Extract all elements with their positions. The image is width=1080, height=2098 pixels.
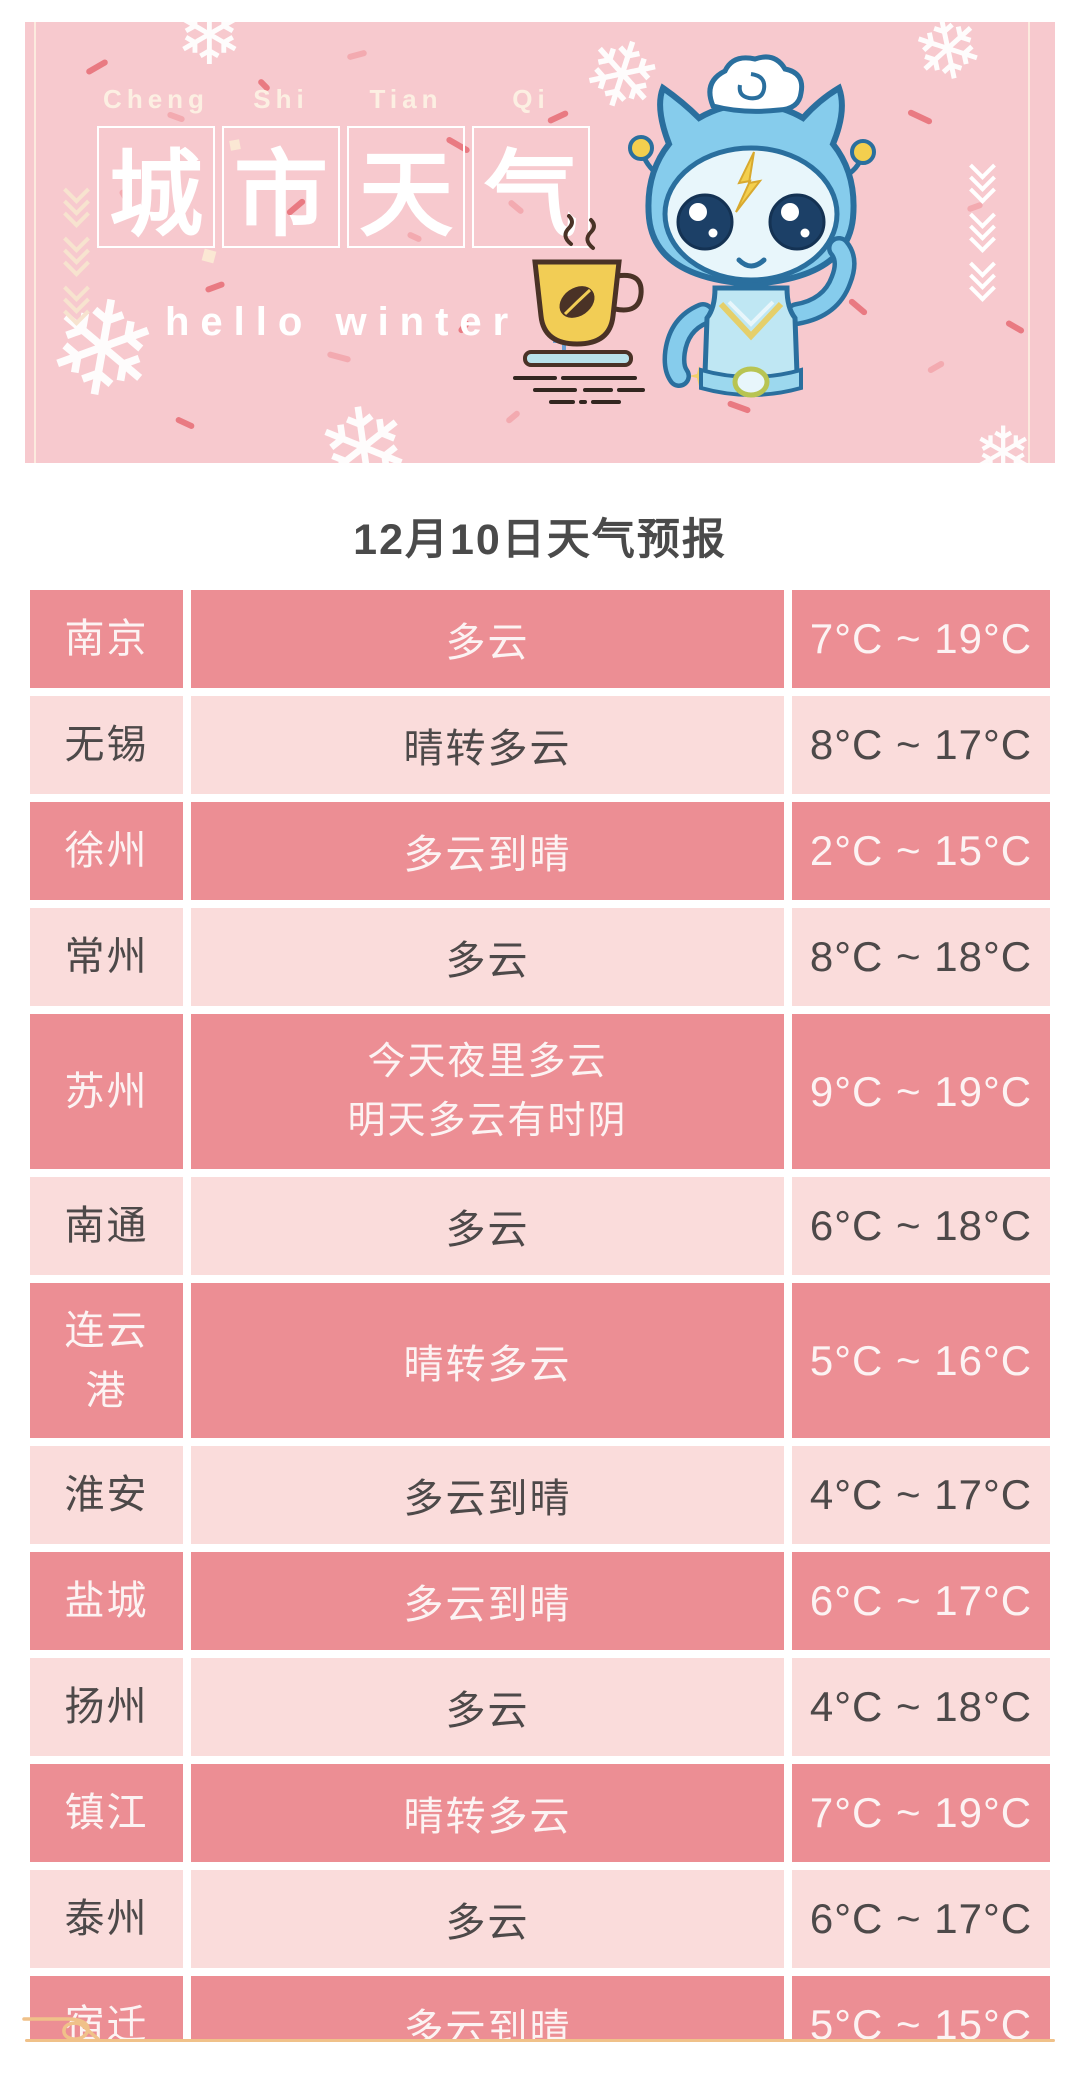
- temperature-cell: 8°C ~ 17°C: [792, 696, 1050, 794]
- pinyin-word: Cheng: [103, 84, 209, 114]
- weather-cell: 晴转多云: [191, 1283, 784, 1438]
- temperature-cell: 6°C ~ 17°C: [792, 1870, 1050, 1968]
- city-cell: 镇江: [30, 1764, 183, 1862]
- city-cell: 无锡: [30, 696, 183, 794]
- table-row: 徐州 多云到晴 2°C ~ 15°C: [30, 802, 1050, 900]
- temperature-cell: 5°C ~ 16°C: [792, 1283, 1050, 1438]
- temperature-cell: 2°C ~ 15°C: [792, 802, 1050, 900]
- temperature-cell: 8°C ~ 18°C: [792, 908, 1050, 1006]
- confetti-petal: [726, 400, 752, 414]
- city-cell: 泰州: [30, 1870, 183, 1968]
- confetti-petal: [926, 359, 946, 375]
- temperature-cell: 7°C ~ 19°C: [792, 1764, 1050, 1862]
- weather-cell: 多云: [191, 1177, 784, 1275]
- pinyin-word: Qi: [512, 84, 550, 114]
- weather-cell: 多云: [191, 590, 784, 688]
- city-cell: 南通: [30, 1177, 183, 1275]
- confetti-petal: [906, 108, 934, 126]
- banner: ❄ ❄ ❄ ❄ ❄ ❄: [25, 22, 1055, 463]
- weather-cell: 多云: [191, 908, 784, 1006]
- page-title: 12月10日天气预报: [353, 516, 727, 564]
- weather-cell: 今天夜里多云 明天多云有时阴: [191, 1014, 784, 1169]
- table-row: 连云港 晴转多云 5°C ~ 16°C: [30, 1283, 1050, 1438]
- banner-title-char: 市: [222, 126, 340, 248]
- table-row: 南通 多云 6°C ~ 18°C: [30, 1177, 1050, 1275]
- weather-cell: 多云: [191, 1658, 784, 1756]
- coffee-cup-icon: [513, 214, 645, 404]
- snowflake-icon: ❄: [175, 22, 244, 82]
- snowflake-icon: ❄: [973, 414, 1034, 463]
- temperature-cell: 9°C ~ 19°C: [792, 1014, 1050, 1169]
- confetti-petal: [204, 280, 226, 294]
- city-cell: 常州: [30, 908, 183, 1006]
- weather-cell: 晴转多云: [191, 696, 784, 794]
- city-cell: 淮安: [30, 1446, 183, 1544]
- banner-left-line: [34, 22, 36, 463]
- banner-title-char: 气: [472, 126, 590, 248]
- city-cell: 连云港: [30, 1283, 183, 1438]
- temperature-cell: 4°C ~ 17°C: [792, 1446, 1050, 1544]
- snowflake-icon: ❄: [903, 22, 993, 104]
- table-row: 无锡 晴转多云 8°C ~ 17°C: [30, 696, 1050, 794]
- weather-cell: 多云: [191, 1870, 784, 1968]
- table-row: 盐城 多云到晴 6°C ~ 17°C: [30, 1552, 1050, 1650]
- table-row: 扬州 多云 4°C ~ 18°C: [30, 1658, 1050, 1756]
- confetti-speck: [201, 248, 217, 264]
- banner-title: 城 市 天 气: [97, 126, 590, 248]
- table-row: 淮安 多云到晴 4°C ~ 17°C: [30, 1446, 1050, 1544]
- weather-cell: 多云到晴: [191, 802, 784, 900]
- weather-cell: 多云到晴: [191, 1552, 784, 1650]
- snowflake-icon: ❄: [35, 267, 170, 432]
- city-cell: 扬州: [30, 1658, 183, 1756]
- banner-right-line: [1028, 22, 1030, 463]
- city-cell: 盐城: [30, 1552, 183, 1650]
- table-row: 镇江 晴转多云 7°C ~ 19°C: [30, 1764, 1050, 1862]
- confetti-petal: [346, 49, 368, 61]
- chevron-down-icons-right: [969, 153, 996, 302]
- chevron-down-icons-left: [63, 177, 90, 326]
- table-row: 南京 多云 7°C ~ 19°C: [30, 590, 1050, 688]
- weather-cell: 多云到晴: [191, 1976, 784, 2042]
- temperature-cell: 6°C ~ 17°C: [792, 1552, 1050, 1650]
- city-cell: 南京: [30, 590, 183, 688]
- bottom-border-line: [25, 2039, 1055, 2042]
- table-row: 苏州 今天夜里多云 明天多云有时阴 9°C ~ 19°C: [30, 1014, 1050, 1169]
- city-cell: 苏州: [30, 1014, 183, 1169]
- banner-title-char: 城: [97, 126, 215, 248]
- banner-pinyin: Cheng Shi Tian Qi: [97, 84, 590, 115]
- snowflake-icon: ❄: [308, 381, 420, 463]
- temperature-cell: 4°C ~ 18°C: [792, 1658, 1050, 1756]
- weather-robot-mascot: [628, 54, 876, 398]
- city-cell: 宿迁: [30, 1976, 183, 2042]
- temperature-cell: 6°C ~ 18°C: [792, 1177, 1050, 1275]
- temperature-cell: 5°C ~ 15°C: [792, 1976, 1050, 2042]
- pinyin-word: Shi: [253, 84, 309, 114]
- weather-cell: 多云到晴: [191, 1446, 784, 1544]
- confetti-petal: [85, 58, 109, 76]
- weather-line: 明天多云有时阴: [347, 1099, 628, 1142]
- table-row: 常州 多云 8°C ~ 18°C: [30, 908, 1050, 1006]
- pinyin-word: Tian: [369, 84, 443, 114]
- city-cell: 徐州: [30, 802, 183, 900]
- confetti-petal: [1004, 319, 1026, 335]
- table-row: 泰州 多云 6°C ~ 17°C: [30, 1870, 1050, 1968]
- confetti-petal: [326, 350, 352, 364]
- weather-cell: 晴转多云: [191, 1764, 784, 1862]
- temperature-cell: 7°C ~ 19°C: [792, 590, 1050, 688]
- table-row: 宿迁 多云到晴 5°C ~ 15°C: [30, 1976, 1050, 2042]
- weather-table: 南京 多云 7°C ~ 19°C 无锡 晴转多云 8°C ~ 17°C 徐州 多…: [30, 590, 1050, 2042]
- weather-line: 今天夜里多云: [367, 1040, 608, 1083]
- banner-title-char: 天: [347, 126, 465, 248]
- confetti-petal: [174, 416, 196, 430]
- banner-subtitle: hello winter: [165, 300, 520, 344]
- cloud-scroll-ornament: [22, 2017, 100, 2041]
